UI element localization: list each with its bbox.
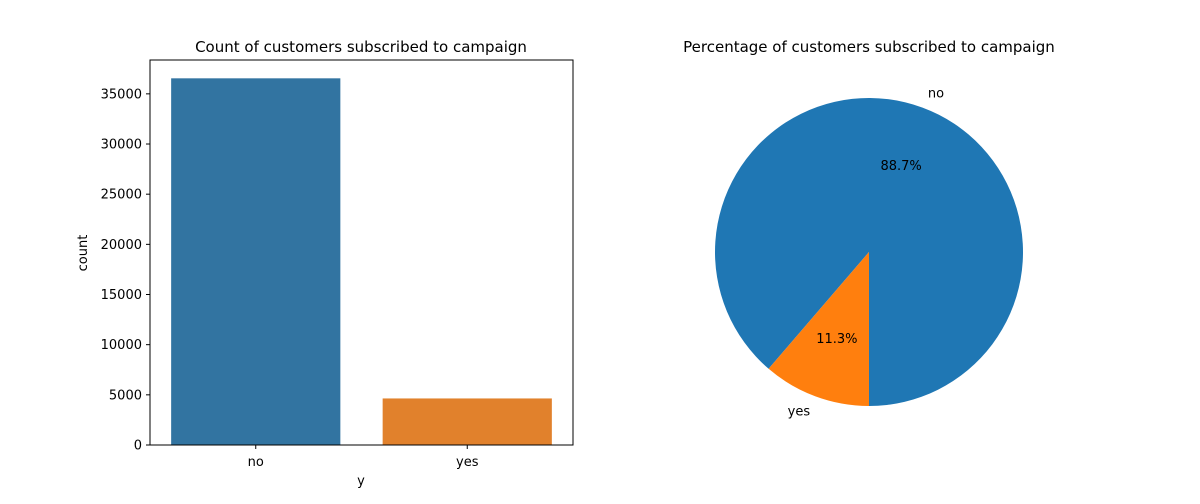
y-tick-label: 25000 xyxy=(101,188,142,203)
pie-chart-area: no 88.7% yes 11.3% xyxy=(715,87,1024,419)
pie-slice-no xyxy=(715,98,1024,406)
pie-percentage-label: 11.3% xyxy=(816,332,857,347)
bar-chart-frame xyxy=(149,59,574,446)
y-tick-label: 30000 xyxy=(101,138,142,153)
bar-yes xyxy=(382,398,552,445)
bar-no xyxy=(171,78,341,446)
pie-chart-title: Percentage of customers subscribed to ca… xyxy=(683,38,1055,56)
y-tick-label: 0 xyxy=(134,439,142,454)
bar-chart-axes: no yes 0 5000 10000 15000 20000 25000 30000 35000 xyxy=(101,59,574,470)
bar-chart-title: Count of customers subscribed to campaig… xyxy=(195,38,527,56)
x-tick-label: yes xyxy=(456,455,479,470)
pie-slice-yes xyxy=(768,252,869,407)
y-tick-label: 15000 xyxy=(101,288,142,303)
pie-label: yes xyxy=(788,404,811,419)
y-tick-label: 35000 xyxy=(101,87,142,102)
bar-chart-xlabel: y xyxy=(357,474,365,489)
pie-percentage-label: 88.7% xyxy=(880,159,921,174)
pie-label: no xyxy=(928,87,944,102)
y-tick-label: 5000 xyxy=(109,388,142,403)
y-tick-label: 20000 xyxy=(101,238,142,253)
bar-chart-ylabel: count xyxy=(76,235,91,272)
y-tick-label: 10000 xyxy=(101,338,142,353)
x-tick-label: no xyxy=(248,455,264,470)
